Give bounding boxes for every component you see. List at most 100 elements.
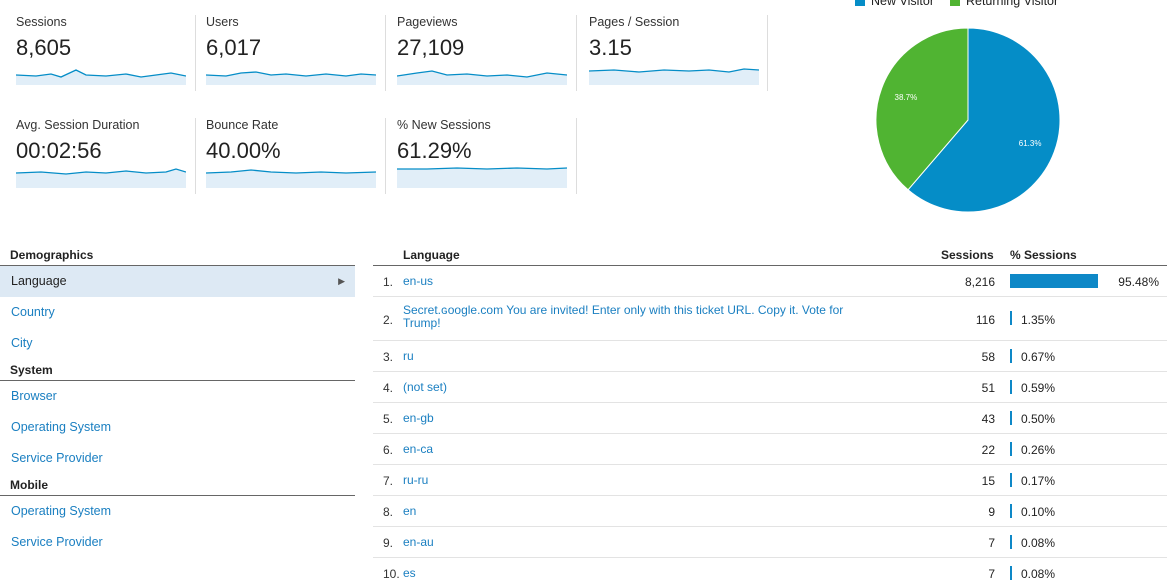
- metric-users[interactable]: Users 6,017: [206, 15, 386, 93]
- language-link[interactable]: en-ca: [403, 442, 434, 456]
- sparkline: [16, 69, 186, 85]
- sidebar-item-country[interactable]: Country: [11, 305, 55, 319]
- row-index: 7.: [383, 474, 394, 488]
- table-row: 2. Secret.ɢoogle.com You are invited! Ent…: [373, 297, 1167, 341]
- sessions-value: 22: [981, 443, 995, 457]
- column-header-sessions[interactable]: Sessions: [941, 248, 994, 262]
- sidebar-item-label: Language: [11, 274, 67, 288]
- pct-sessions-value: 0.08%: [1021, 567, 1056, 581]
- sessions-value: 9: [988, 505, 995, 519]
- sidebar-item-city[interactable]: City: [11, 336, 33, 350]
- table-header: Language Sessions % Sessions: [373, 244, 1167, 266]
- metric-label: % New Sessions: [397, 118, 491, 132]
- sidebar-section-system: System: [0, 359, 355, 381]
- pct-bar: [1010, 566, 1012, 580]
- pct-bar: [1010, 535, 1012, 549]
- sidebar-item-mobile-operating-system[interactable]: Operating System: [11, 504, 112, 518]
- sessions-value: 116: [975, 313, 995, 327]
- pct-bar: [1010, 411, 1012, 425]
- sidebar-item-browser[interactable]: Browser: [11, 389, 57, 403]
- legend-item-returning-visitor[interactable]: Returning Visitor: [949, 0, 1059, 8]
- pct-bar: [1010, 504, 1012, 518]
- sidebar-item-mobile-service-provider[interactable]: Service Provider: [11, 535, 103, 549]
- metric-label: Pages / Session: [589, 15, 680, 29]
- sidebar-section-mobile: Mobile: [0, 474, 355, 496]
- row-index: 8.: [383, 505, 394, 519]
- table-row: 10. es 7 0.08%: [373, 558, 1167, 585]
- legend-item-new-visitor[interactable]: New Visitor: [855, 0, 934, 8]
- pie-legend: New Visitor Returning Visitor: [855, 0, 1058, 8]
- metric-pages-per-session[interactable]: Pages / Session 3.15: [589, 15, 769, 93]
- table-row: 1. en-us 8,216 95.48%: [373, 266, 1167, 297]
- divider: [195, 118, 196, 194]
- sessions-value: 8,216: [964, 275, 995, 289]
- sidebar-item-operating-system[interactable]: Operating System: [11, 420, 112, 434]
- metric-label: Pageviews: [397, 15, 458, 29]
- table-row: 4. (not set) 51 0.59%: [373, 372, 1167, 403]
- row-index: 3.: [383, 350, 394, 364]
- pct-bar: [1010, 442, 1012, 456]
- language-link[interactable]: en: [403, 504, 417, 518]
- divider: [576, 118, 577, 194]
- metric-value: 27,109: [397, 35, 465, 60]
- table-row: 7. ru-ru 15 0.17%: [373, 465, 1167, 496]
- metric-value: 40.00%: [206, 138, 281, 163]
- language-link[interactable]: en-us: [403, 274, 434, 288]
- language-link[interactable]: en-gb: [403, 411, 434, 425]
- pie-slice[interactable]: [876, 28, 969, 191]
- sidebar-item-language[interactable]: Language ▶: [0, 266, 355, 297]
- pct-sessions-value: 0.50%: [1021, 412, 1056, 426]
- pct-sessions-value: 0.67%: [1021, 350, 1056, 364]
- row-index: 2.: [383, 313, 394, 327]
- language-link[interactable]: en-au: [403, 535, 434, 549]
- divider: [385, 15, 386, 91]
- metric-value: 61.29%: [397, 138, 472, 163]
- pct-bar: [1010, 380, 1012, 394]
- metric-pageviews[interactable]: Pageviews 27,109: [397, 15, 577, 93]
- pct-sessions-value: 0.26%: [1021, 443, 1056, 457]
- metric-avg-session-duration[interactable]: Avg. Session Duration 00:02:56: [16, 118, 196, 196]
- pct-bar: [1010, 349, 1012, 363]
- sparkline: [397, 70, 567, 85]
- sessions-value: 15: [981, 474, 995, 488]
- metric-label: Sessions: [16, 15, 67, 29]
- metric-new-sessions[interactable]: % New Sessions 61.29%: [397, 118, 577, 196]
- sidebar-item-service-provider[interactable]: Service Provider: [11, 451, 103, 465]
- legend-label: Returning Visitor: [965, 0, 1059, 8]
- row-index: 1.: [383, 275, 394, 289]
- row-index: 4.: [383, 381, 394, 395]
- language-link[interactable]: Secret.ɢoogle.com You are invited! Enter…: [403, 303, 844, 330]
- table-row: 8. en 9 0.10%: [373, 496, 1167, 527]
- metric-bounce-rate[interactable]: Bounce Rate 40.00%: [206, 118, 386, 196]
- row-index: 5.: [383, 412, 394, 426]
- row-index: 10.: [383, 567, 400, 581]
- metric-label: Avg. Session Duration: [16, 118, 140, 132]
- legend-swatch: [855, 0, 865, 6]
- divider: [385, 118, 386, 194]
- metric-value: 8,605: [16, 35, 72, 60]
- table-body: 1. en-us 8,216 95.48% 2. Secret.ɢoogle.com Yo…: [373, 266, 1167, 585]
- sparkline: [589, 68, 759, 85]
- sparkline: [206, 169, 376, 188]
- sessions-value: 7: [988, 536, 995, 550]
- sparkline: [206, 71, 376, 85]
- pct-sessions-value: 0.08%: [1021, 536, 1056, 550]
- column-header-pct-sessions[interactable]: % Sessions: [1010, 248, 1077, 262]
- pct-sessions-value: 0.59%: [1021, 381, 1056, 395]
- table-row: 6. en-ca 22 0.26%: [373, 434, 1167, 465]
- metric-sessions[interactable]: Sessions 8,605: [16, 15, 196, 93]
- row-index: 9.: [383, 536, 394, 550]
- language-link[interactable]: es: [403, 566, 416, 580]
- language-link[interactable]: ru: [403, 349, 414, 363]
- language-link[interactable]: ru-ru: [403, 473, 429, 487]
- language-table: Language Sessions % Sessions 1. en-us 8,21…: [373, 244, 1167, 585]
- divider: [576, 15, 577, 91]
- metric-value: 3.15: [589, 35, 632, 60]
- pie-slice[interactable]: [907, 28, 1060, 212]
- pct-sessions-value: 0.10%: [1021, 505, 1056, 519]
- pie-slice-label: 38.7%: [895, 93, 918, 102]
- pie-slice-label: 61.3%: [1019, 139, 1042, 148]
- column-header-language[interactable]: Language: [403, 248, 460, 262]
- legend-label: New Visitor: [871, 0, 934, 8]
- language-link[interactable]: (not set): [403, 380, 448, 394]
